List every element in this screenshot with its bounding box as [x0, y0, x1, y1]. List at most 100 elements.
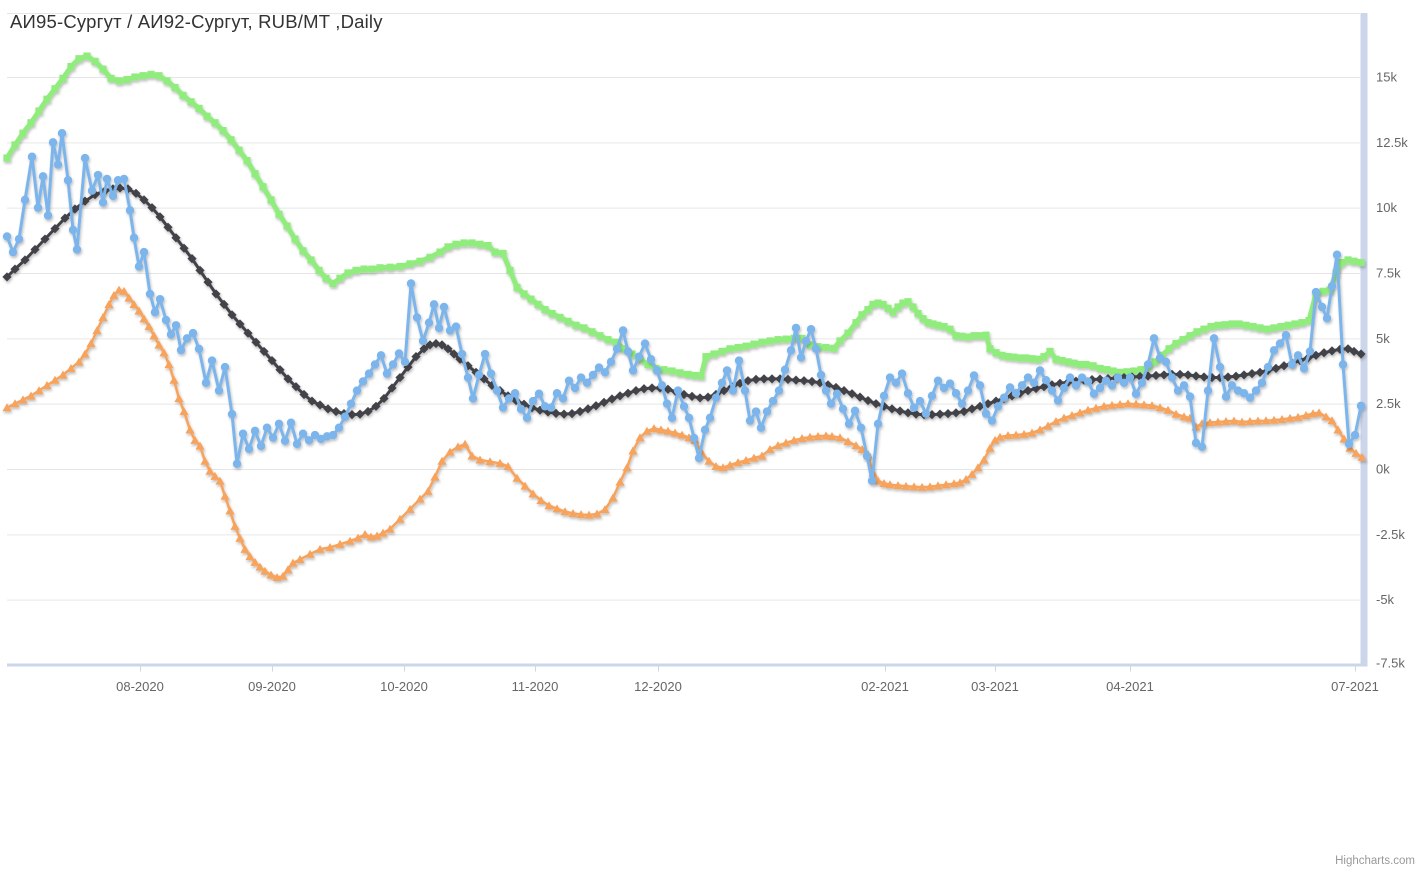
data-point[interactable]	[2, 232, 12, 241]
data-point[interactable]	[961, 475, 971, 484]
data-point[interactable]	[811, 344, 821, 353]
data-point[interactable]	[63, 176, 73, 185]
data-point[interactable]	[200, 456, 210, 465]
data-point[interactable]	[895, 406, 905, 416]
series-black-diamonds[interactable]	[2, 183, 1366, 420]
data-point[interactable]	[131, 73, 139, 81]
data-point[interactable]	[1091, 403, 1101, 412]
data-point[interactable]	[1344, 256, 1352, 264]
data-point[interactable]	[933, 376, 943, 385]
data-point[interactable]	[1171, 409, 1181, 418]
data-point[interactable]	[558, 394, 568, 403]
data-point[interactable]	[1059, 383, 1069, 393]
data-point[interactable]	[358, 377, 368, 386]
data-point[interactable]	[909, 482, 919, 491]
data-point[interactable]	[129, 299, 139, 308]
data-point[interactable]	[1253, 416, 1263, 425]
data-point[interactable]	[588, 370, 598, 380]
data-point[interactable]	[230, 521, 240, 530]
data-point[interactable]	[2, 272, 12, 282]
data-point[interactable]	[288, 558, 298, 567]
data-point[interactable]	[396, 262, 404, 271]
data-point[interactable]	[725, 460, 735, 469]
data-point[interactable]	[634, 352, 644, 361]
data-point[interactable]	[1343, 344, 1353, 354]
data-point[interactable]	[169, 375, 179, 384]
data-point[interactable]	[987, 416, 997, 425]
data-point[interactable]	[363, 406, 373, 417]
data-point[interactable]	[1031, 383, 1041, 394]
data-point[interactable]	[51, 85, 59, 93]
data-point[interactable]	[164, 360, 174, 369]
data-point[interactable]	[534, 389, 544, 398]
data-point[interactable]	[588, 328, 596, 336]
data-point[interactable]	[1269, 346, 1279, 355]
data-point[interactable]	[1139, 400, 1149, 409]
data-point[interactable]	[98, 198, 108, 207]
data-point[interactable]	[592, 509, 602, 518]
data-point[interactable]	[955, 478, 965, 487]
data-point[interactable]	[813, 431, 823, 440]
data-point[interactable]	[768, 396, 778, 406]
data-point[interactable]	[993, 402, 1003, 411]
data-point[interactable]	[924, 319, 932, 327]
data-point[interactable]	[352, 266, 360, 275]
data-point[interactable]	[195, 265, 205, 276]
data-point[interactable]	[1197, 442, 1207, 451]
data-point[interactable]	[412, 313, 422, 322]
data-point[interactable]	[869, 300, 877, 308]
data-point[interactable]	[943, 409, 953, 419]
data-point[interactable]	[884, 304, 892, 312]
data-point[interactable]	[57, 129, 67, 138]
data-point[interactable]	[662, 399, 672, 408]
data-point[interactable]	[275, 210, 283, 218]
data-point[interactable]	[967, 469, 977, 478]
data-point[interactable]	[718, 463, 728, 472]
data-point[interactable]	[185, 425, 195, 434]
data-point[interactable]	[161, 315, 171, 325]
data-point[interactable]	[267, 196, 275, 204]
data-point[interactable]	[1130, 367, 1138, 375]
data-point[interactable]	[781, 438, 791, 447]
data-point[interactable]	[1007, 391, 1017, 401]
data-point[interactable]	[1215, 362, 1225, 372]
data-point[interactable]	[719, 386, 729, 396]
data-point[interactable]	[395, 372, 405, 383]
data-point[interactable]	[139, 314, 149, 323]
data-point[interactable]	[451, 322, 461, 331]
data-point[interactable]	[639, 384, 649, 394]
data-point[interactable]	[745, 416, 755, 425]
data-point[interactable]	[38, 172, 48, 181]
data-point[interactable]	[915, 396, 925, 406]
data-point[interactable]	[612, 344, 622, 353]
data-point[interactable]	[806, 325, 816, 334]
data-point[interactable]	[1077, 373, 1087, 382]
data-point[interactable]	[1183, 370, 1193, 380]
data-point[interactable]	[1005, 383, 1015, 392]
data-point[interactable]	[909, 303, 917, 311]
data-point[interactable]	[360, 265, 368, 273]
data-point[interactable]	[733, 458, 743, 467]
data-point[interactable]	[1179, 336, 1187, 344]
data-point[interactable]	[416, 257, 424, 265]
data-point[interactable]	[684, 413, 694, 422]
data-point[interactable]	[322, 274, 330, 282]
data-point[interactable]	[1179, 412, 1189, 421]
data-point[interactable]	[850, 406, 860, 415]
data-point[interactable]	[243, 157, 251, 165]
data-point[interactable]	[615, 477, 625, 486]
data-point[interactable]	[386, 263, 394, 271]
data-point[interactable]	[1270, 324, 1278, 332]
data-point[interactable]	[1119, 378, 1129, 387]
data-point[interactable]	[232, 459, 242, 468]
data-point[interactable]	[552, 504, 562, 513]
data-point[interactable]	[1301, 411, 1311, 420]
data-point[interactable]	[967, 404, 977, 414]
data-point[interactable]	[20, 255, 30, 265]
data-point[interactable]	[331, 406, 341, 417]
data-point[interactable]	[607, 394, 617, 404]
data-point[interactable]	[274, 419, 284, 428]
data-point[interactable]	[992, 349, 1000, 357]
data-point[interactable]	[114, 285, 124, 294]
